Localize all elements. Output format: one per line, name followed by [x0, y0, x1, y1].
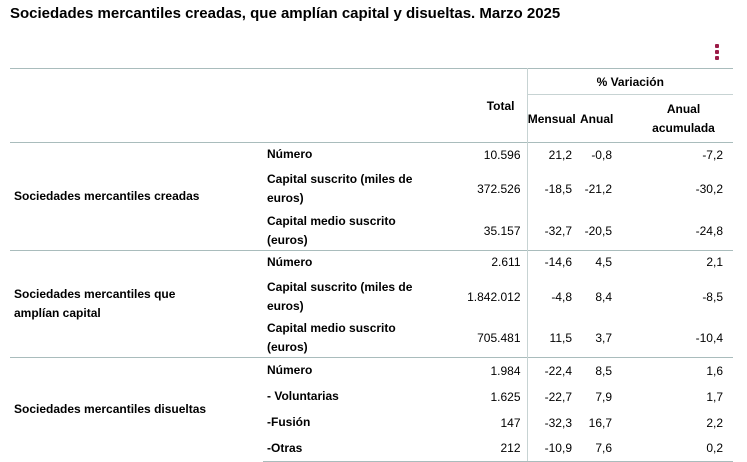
table-row: Capital suscrito (miles de euros) 372.526… — [10, 166, 733, 212]
cell-total: 372.526 — [456, 166, 528, 212]
table-row: Sociedades mercantiles creadas Número 10.5… — [10, 142, 733, 250]
table-row: Sociedades mercantiles que amplían capit… — [10, 249, 733, 358]
row-label: Capital suscrito (miles de euros) — [267, 172, 413, 205]
table-row: -Fusión 147 -32,3 16,7 2,2 — [10, 409, 733, 436]
row-label: Número — [263, 357, 456, 384]
cell-total: 705.481 — [456, 319, 528, 358]
cell-total: 147 — [456, 409, 528, 436]
cell-anual: 7,6 — [576, 435, 620, 462]
cell-anual-acumulada: 2,1 — [620, 249, 733, 274]
cell-anual: -21,2 — [584, 182, 612, 196]
cell-mensual: -32,7 — [544, 223, 572, 238]
table-row: Capital medio suscrito (euros) 35.157 -32,… — [10, 211, 733, 250]
cell-mensual: -10,9 — [527, 435, 576, 462]
data-table: Total % Variación Mensual Anual Anual ac… — [10, 68, 733, 462]
header-anual-acumulada: Anual acumulada — [652, 101, 715, 135]
cell-anual: -20,5 — [584, 223, 612, 238]
row-label: -Otras — [263, 435, 456, 462]
header-variacion: % Variación — [527, 68, 733, 95]
row-label: -Fusión — [267, 415, 311, 429]
header-mensual: Mensual — [527, 111, 576, 126]
cell-mensual: -32,3 — [544, 415, 572, 430]
group-label: Sociedades mercantiles creadas — [10, 142, 263, 250]
cell-anual-acumulada: -24,8 — [695, 223, 723, 238]
cell-anual-acumulada: -7,2 — [620, 142, 733, 167]
row-label: Capital medio suscrito (euros) — [267, 321, 396, 354]
cell-anual: 4,5 — [576, 249, 620, 274]
cell-mensual: -4,8 — [551, 289, 572, 304]
cell-mensual: 21,2 — [527, 142, 576, 167]
cell-total: 35.157 — [456, 211, 528, 250]
cell-anual-acumulada: -30,2 — [695, 182, 723, 196]
cell-anual-acumulada: 1,6 — [620, 357, 733, 384]
cell-total: 2.611 — [456, 249, 528, 274]
cell-anual: 8,4 — [595, 289, 612, 304]
cell-anual-acumulada: -8,5 — [702, 289, 723, 304]
cell-total: 10.596 — [456, 142, 528, 167]
table-row: Sociedades mercantiles disueltas Número 1.… — [10, 357, 733, 462]
cell-mensual: -22,4 — [527, 357, 576, 384]
cell-total: 212 — [456, 435, 528, 462]
row-label: Capital suscrito (miles de euros) — [267, 279, 413, 313]
table-row: Capital suscrito (miles de euros) 1.842.0… — [10, 274, 733, 319]
cell-anual: 3,7 — [595, 331, 612, 345]
cell-mensual: -22,7 — [544, 389, 572, 404]
header-anual: Anual — [580, 111, 614, 126]
row-label: Capital medio suscrito (euros) — [267, 213, 396, 247]
cell-anual: 16,7 — [588, 415, 612, 430]
cell-total: 1.842.012 — [456, 274, 528, 319]
cell-total: 1.625 — [456, 383, 528, 410]
kebab-menu-icon[interactable] — [712, 44, 722, 60]
row-label: Número — [263, 142, 456, 167]
cell-mensual: -14,6 — [527, 249, 576, 274]
cell-total: 1.984 — [456, 357, 528, 384]
cell-anual-acumulada: 2,2 — [706, 415, 723, 430]
group-label: Sociedades mercantiles disueltas — [10, 357, 263, 462]
cell-anual-acumulada: 0,2 — [620, 435, 733, 462]
page-title: Sociedades mercantiles creadas, que ampl… — [10, 5, 561, 22]
table-row: Capital medio suscrito (euros) 705.481 11,… — [10, 319, 733, 358]
cell-anual: 7,9 — [595, 389, 612, 404]
row-label: Número — [263, 249, 456, 274]
cell-anual: 8,5 — [576, 357, 620, 384]
cell-anual: -0,8 — [576, 142, 620, 167]
row-label: - Voluntarias — [267, 389, 339, 403]
group-label: Sociedades mercantiles que amplían capit… — [10, 249, 263, 358]
header-total: Total — [456, 68, 528, 143]
cell-anual-acumulada: -10,4 — [695, 331, 723, 345]
cell-mensual: -18,5 — [544, 182, 572, 196]
cell-mensual: 11,5 — [549, 331, 572, 345]
table-row: - Voluntarias 1.625 -22,7 7,9 1,7 — [10, 383, 733, 410]
cell-anual-acumulada: 1,7 — [706, 389, 723, 404]
